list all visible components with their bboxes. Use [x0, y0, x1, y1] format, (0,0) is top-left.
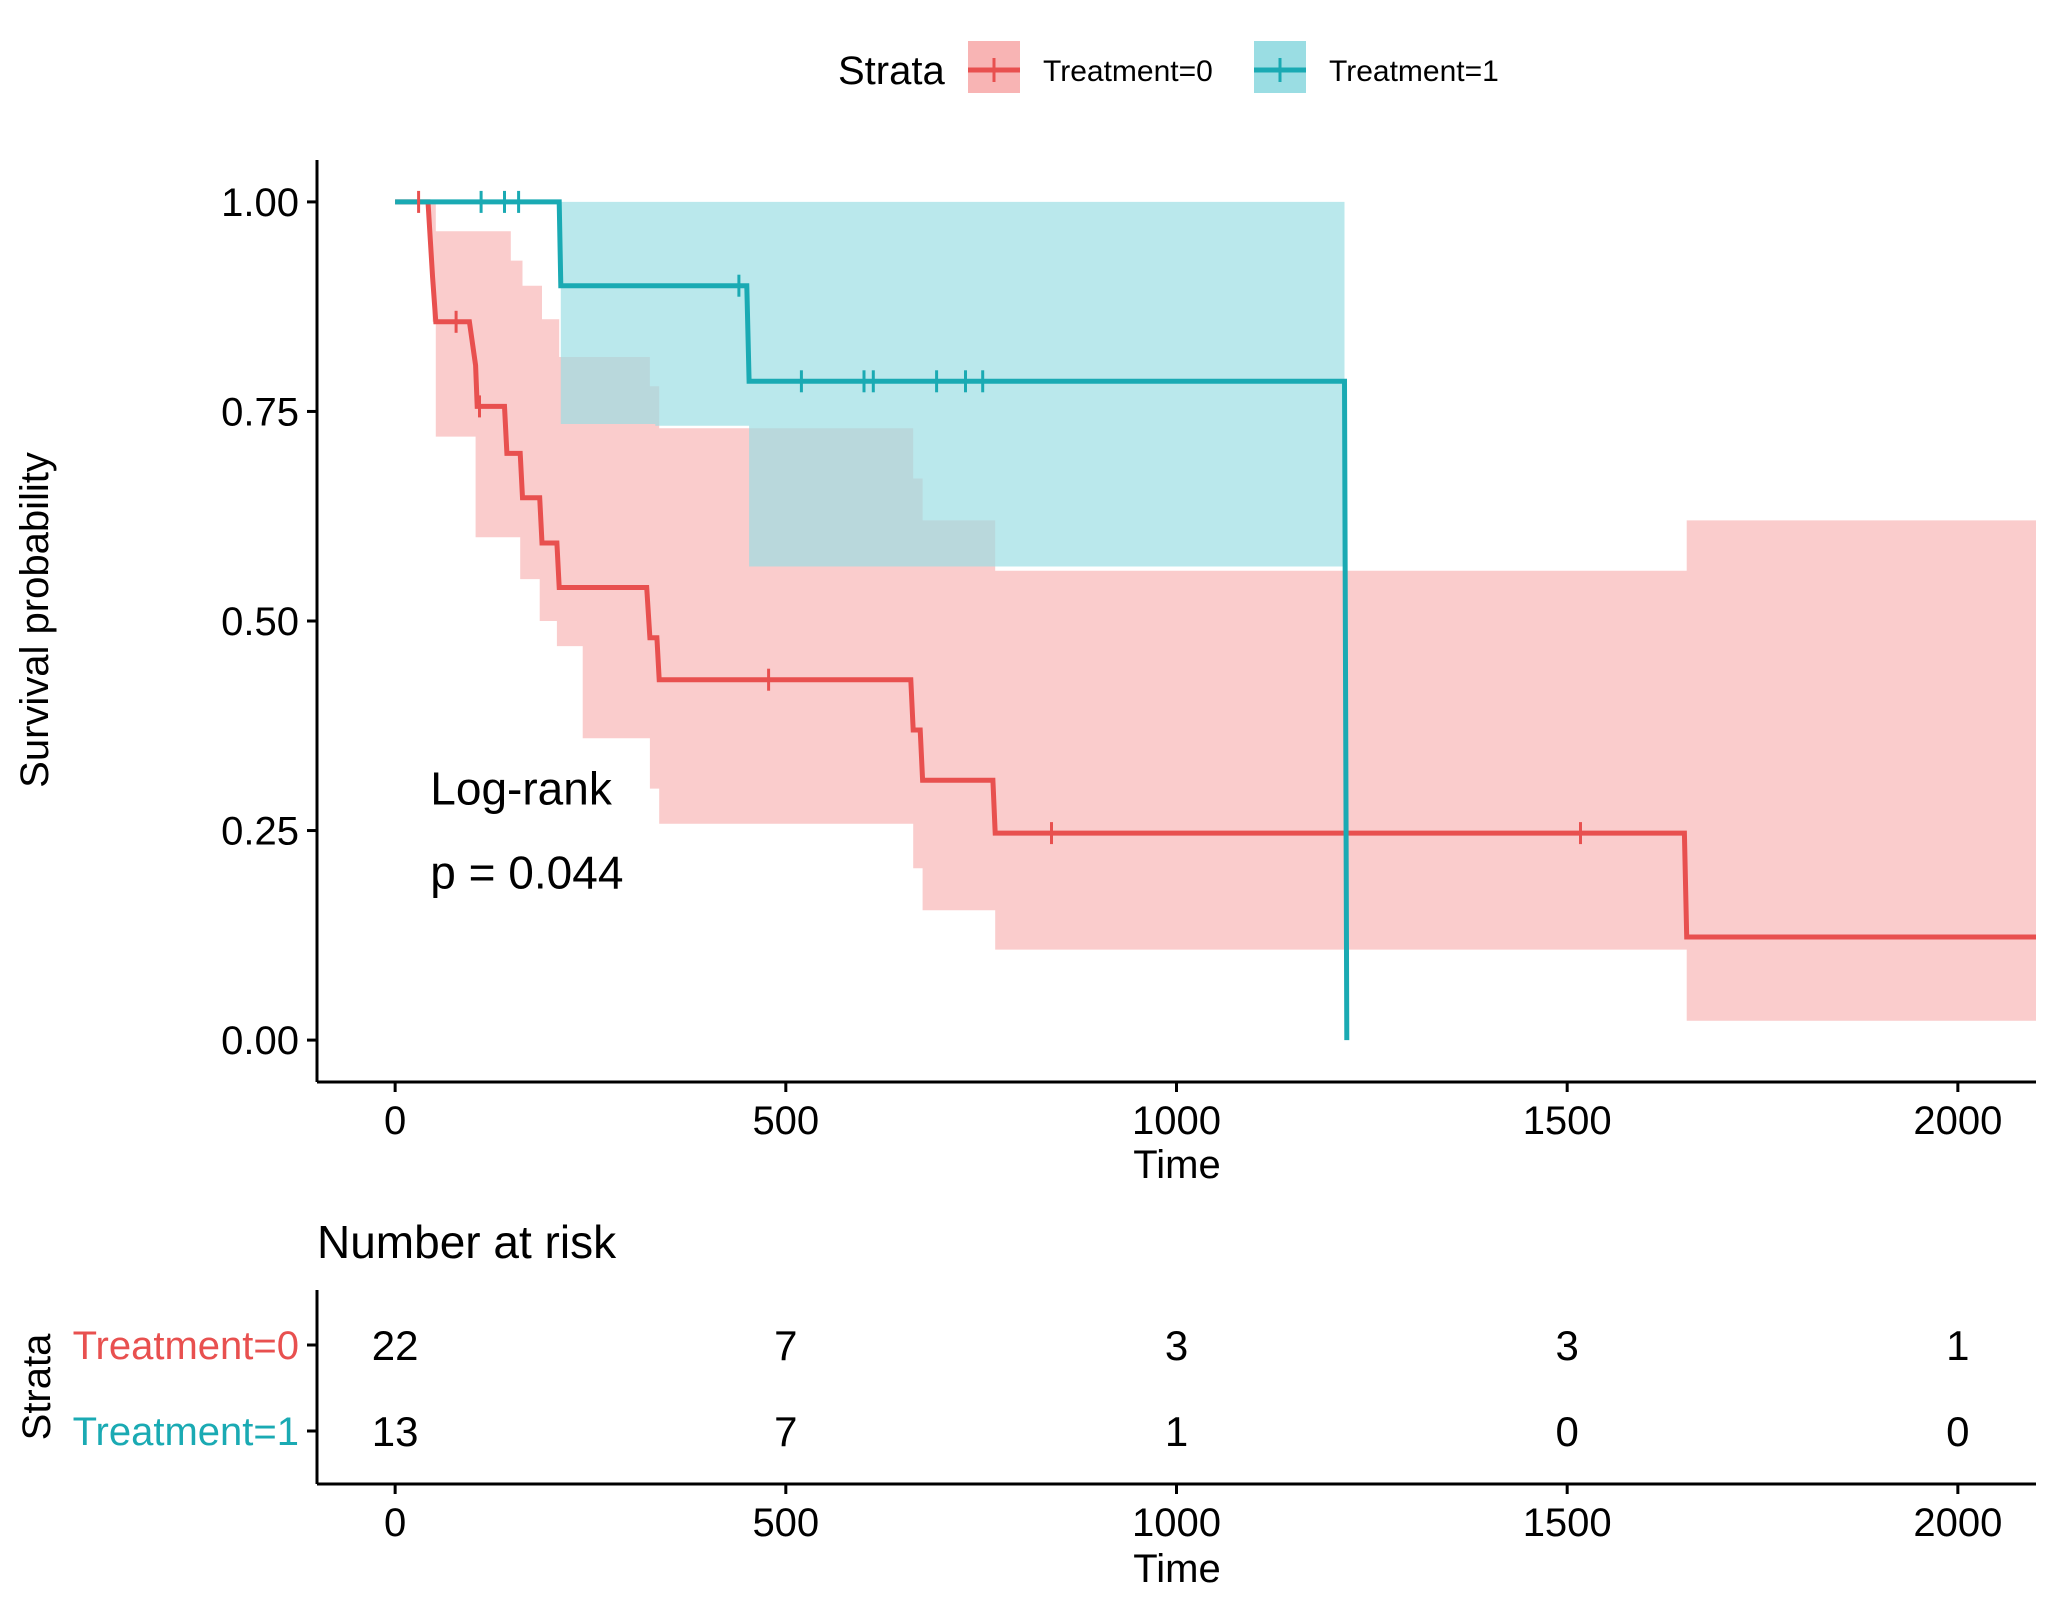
risk-count: 1 — [1946, 1322, 1969, 1369]
x-tick-label: 1500 — [1523, 1099, 1612, 1143]
logrank-label: Log-rank — [430, 763, 613, 815]
x-tick-label: 500 — [752, 1099, 819, 1143]
x-tick-label: 0 — [384, 1099, 406, 1143]
risk-x-tick-label: 0 — [384, 1501, 406, 1545]
risk-strata-axis-title: Strata — [15, 1333, 59, 1440]
y-tick-label: 0.50 — [221, 600, 299, 644]
confidence-band-treatment0 — [428, 201, 2036, 1021]
risk-count: 1 — [1165, 1408, 1188, 1455]
risk-x-tick-label: 1500 — [1523, 1501, 1612, 1545]
risk-count: 0 — [1556, 1408, 1579, 1455]
risk-x-tick-label: 2000 — [1913, 1501, 2002, 1545]
survival-curves — [395, 199, 2036, 1041]
legend-title: Strata — [838, 49, 945, 93]
risk-count: 0 — [1946, 1408, 1969, 1455]
confidence-band-treatment1 — [559, 201, 1345, 567]
risk-count: 3 — [1165, 1322, 1188, 1369]
risk-row-label: Treatment=1 — [73, 1410, 299, 1454]
risk-x-ticks: 0 500 1000 1500 2000 — [384, 1484, 2002, 1545]
confidence-bands — [428, 201, 2036, 1021]
x-tick-label: 2000 — [1913, 1099, 2002, 1143]
y-tick-label: 0.75 — [221, 390, 299, 434]
y-tick-label: 1.00 — [221, 181, 299, 225]
risk-x-tick-label: 500 — [752, 1501, 819, 1545]
risk-table-title: Number at risk — [317, 1216, 617, 1268]
y-tick-label: 0.00 — [221, 1019, 299, 1063]
p-value-label: p = 0.044 — [430, 846, 623, 898]
risk-row-label: Treatment=0 — [73, 1324, 299, 1368]
risk-table-rows: Treatment=0 22 7 3 3 1 Treatment=1 13 7 1 0 0 — [73, 1322, 1970, 1455]
x-tick-label: 1000 — [1132, 1099, 1221, 1143]
x-ticks: 0 500 1000 1500 2000 — [384, 1082, 2002, 1143]
legend-label-treatment1: Treatment=1 — [1329, 55, 1499, 88]
risk-count: 13 — [372, 1408, 419, 1455]
risk-count: 7 — [774, 1322, 797, 1369]
risk-x-tick-label: 1000 — [1132, 1501, 1221, 1545]
risk-count: 3 — [1556, 1322, 1579, 1369]
y-axis-title: Survival probability — [13, 452, 57, 788]
y-tick-label: 0.25 — [221, 810, 299, 854]
censor-marks — [417, 190, 1582, 845]
y-ticks: 0.00 0.25 0.50 0.75 1.00 — [221, 181, 317, 1063]
legend-label-treatment0: Treatment=0 — [1043, 55, 1213, 88]
risk-x-axis-title: Time — [1133, 1547, 1220, 1591]
legend: Strata Treatment=0 Treatment=1 — [838, 41, 1499, 93]
x-axis-title: Time — [1133, 1143, 1220, 1187]
risk-count: 22 — [372, 1322, 419, 1369]
survival-curve-treatment1 — [395, 199, 1350, 1041]
risk-count: 7 — [774, 1408, 797, 1455]
survival-curve-treatment0 — [395, 199, 2036, 940]
